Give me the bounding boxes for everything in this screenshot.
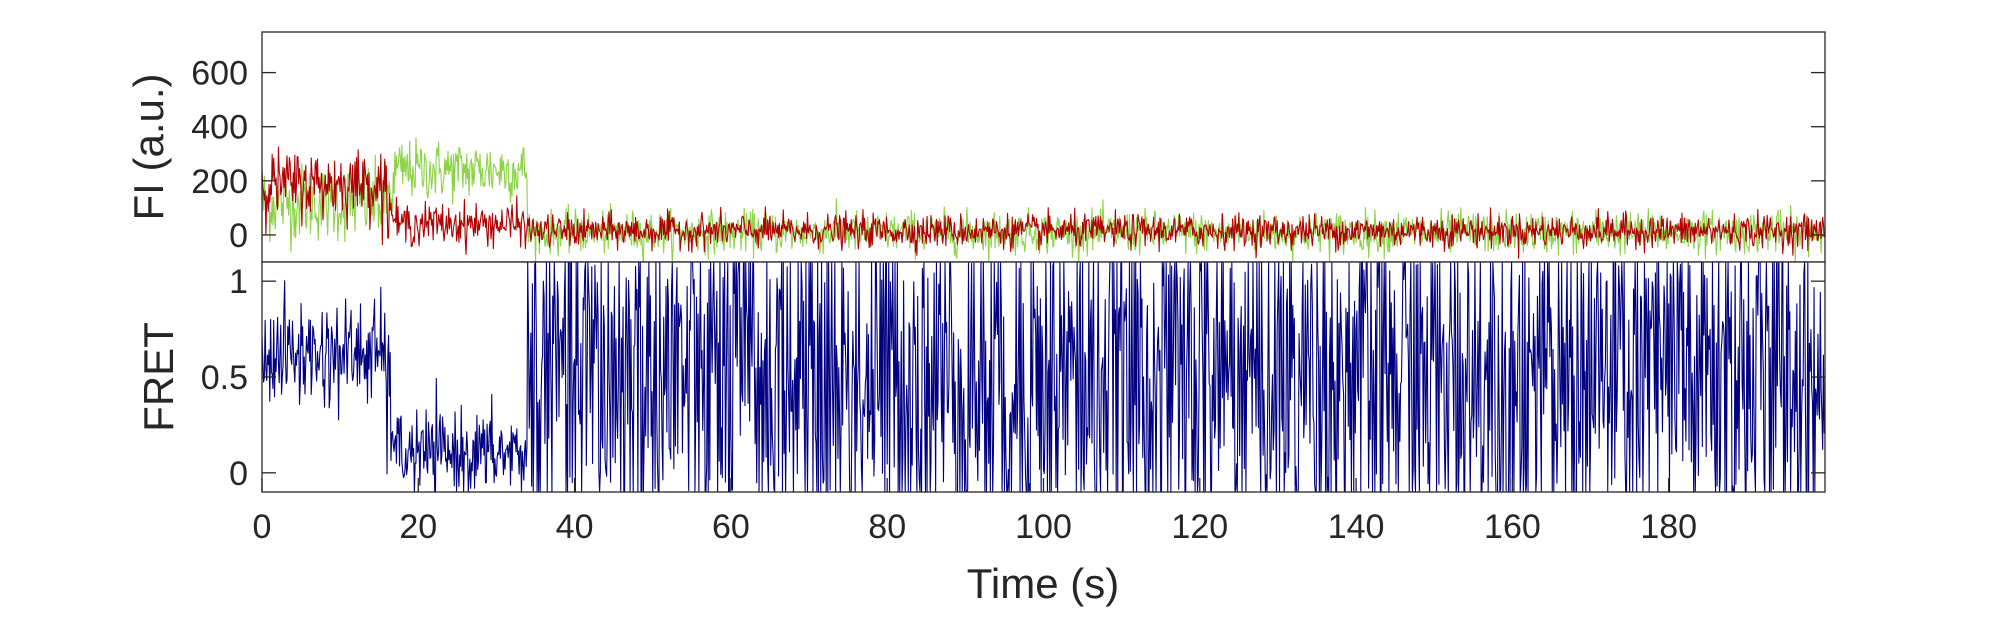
time-x-axis-label: Time (s) — [967, 560, 1119, 607]
time-x-tick-label: 120 — [1171, 508, 1228, 546]
fret-y-ticks: 00.51 — [201, 263, 1825, 493]
fluorescence-y-tick-label: 400 — [191, 109, 248, 147]
time-x-tick-label: 160 — [1484, 508, 1541, 546]
time-x-tick-label: 0 — [253, 508, 272, 546]
time-x-tick-label: 180 — [1640, 508, 1697, 546]
time-x-tick-label: 60 — [712, 508, 750, 546]
fret-panel: 00.51 0 20 40 60 80 100 120 140 160 180 FRET Time… — [135, 261, 1826, 607]
fluorescence-y-tick-label: 200 — [191, 163, 248, 201]
fluorescence-series-1-line — [261, 146, 1825, 259]
time-x-tick-label: 100 — [1015, 508, 1072, 546]
time-x-tick-label: 40 — [556, 508, 594, 546]
fluorescence-y-tick-label: 0 — [229, 217, 248, 255]
fret-y-tick-label: 1 — [229, 263, 248, 301]
fluorescence-panel: 0 200 400 600 FI (a.u.) — [125, 31, 1826, 263]
fluorescence-series-0-line — [261, 137, 1825, 263]
fret-y-tick-label: 0.5 — [201, 359, 248, 397]
fret-y-axis-label: FRET — [135, 322, 182, 432]
time-x-tick-label: 20 — [399, 508, 437, 546]
fluorescence-y-tick-label: 600 — [191, 55, 248, 93]
fret-traces — [261, 261, 1825, 493]
fluorescence-traces — [261, 137, 1825, 263]
fret-series-0-line — [261, 261, 1825, 493]
time-x-ticks: 0 20 40 60 80 100 120 140 160 180 — [253, 478, 1697, 546]
fluorescence-y-axis-label: FI (a.u.) — [125, 73, 172, 220]
time-x-tick-label: 140 — [1328, 508, 1385, 546]
fret-axes-box — [261, 261, 1826, 493]
fret-y-tick-label: 0 — [229, 455, 248, 493]
fluorescence-y-ticks: 0 200 400 600 — [191, 55, 1825, 255]
time-x-tick-label: 80 — [868, 508, 906, 546]
